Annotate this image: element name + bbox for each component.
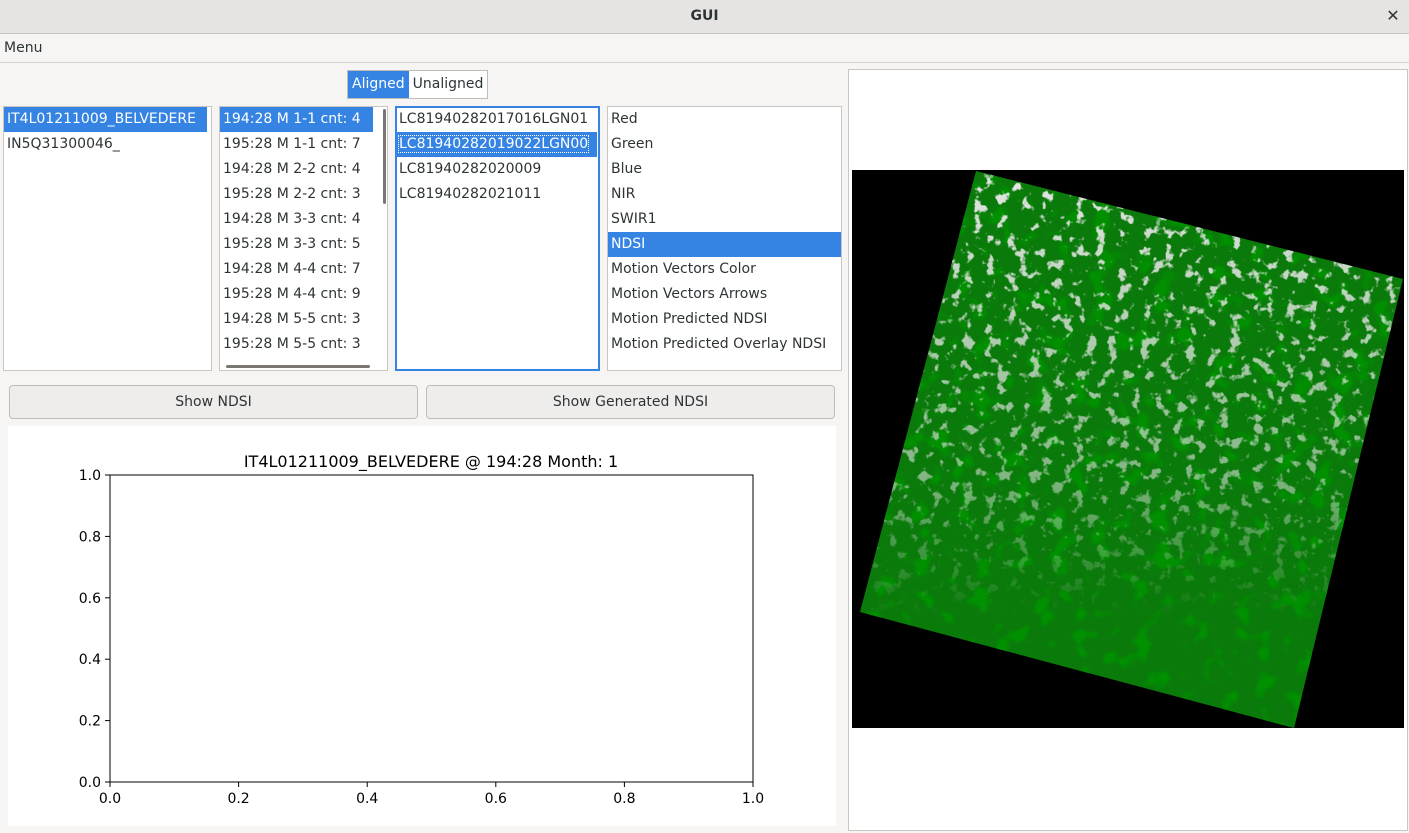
band-item[interactable]: Motion Predicted NDSI — [608, 307, 841, 332]
group-item[interactable]: 194:28 M 5-5 cnt: 3 — [220, 307, 373, 332]
x-tick-label: 0.2 — [227, 791, 249, 807]
x-tick-label: 0.8 — [613, 791, 635, 807]
group-item[interactable]: 195:28 M 4-4 cnt: 9 — [220, 282, 373, 307]
group-item-label: 194:28 M 1-1 cnt: 4 — [223, 111, 361, 127]
band-item[interactable]: NIR — [608, 182, 841, 207]
scene-item-label: LC81940282021011 — [399, 186, 542, 202]
site-list[interactable]: IT4L01211009_BELVEDERE IN5Q31300046_ — [3, 106, 212, 371]
image-panel — [848, 69, 1408, 831]
group-item[interactable]: 195:28 M 1-1 cnt: 7 — [220, 132, 373, 157]
band-item[interactable]: SWIR1 — [608, 207, 841, 232]
close-icon[interactable]: ✕ — [1386, 6, 1400, 25]
band-item-label: Blue — [611, 161, 642, 177]
y-tick-label: 0.6 — [79, 591, 101, 607]
band-item[interactable]: NDSI — [608, 232, 841, 257]
scene-item[interactable]: LC81940282021011 — [396, 182, 597, 207]
ndsi-scene — [860, 171, 1403, 728]
x-tick-label: 0.0 — [99, 791, 121, 807]
group-item[interactable]: 194:28 M 4-4 cnt: 7 — [220, 257, 373, 282]
menubar: Menu — [0, 34, 1409, 63]
group-item-label: 194:28 M 5-5 cnt: 3 — [223, 311, 361, 327]
x-tick-label: 1.0 — [742, 791, 764, 807]
aligned-tab[interactable]: Aligned — [348, 71, 409, 98]
group-item[interactable]: 195:28 M 2-2 cnt: 3 — [220, 182, 373, 207]
group-item-label: 194:28 M 4-4 cnt: 7 — [223, 261, 361, 277]
band-item[interactable]: Motion Vectors Arrows — [608, 282, 841, 307]
band-item-label: Motion Predicted Overlay NDSI — [611, 336, 827, 352]
y-tick-label: 0.8 — [79, 529, 101, 545]
group-item[interactable]: 194:28 M 3-3 cnt: 4 — [220, 207, 373, 232]
group-item[interactable]: 195:28 M 5-5 cnt: 3 — [220, 332, 373, 357]
group-item-label: 195:28 M 1-1 cnt: 7 — [223, 136, 361, 152]
scene-item[interactable]: LC81940282019022LGN00 — [396, 132, 597, 157]
scene-item-label: LC81940282020009 — [399, 161, 542, 177]
band-item[interactable]: Green — [608, 132, 841, 157]
band-item-label: Green — [611, 136, 654, 152]
group-item[interactable]: 194:28 M 2-2 cnt: 4 — [220, 157, 373, 182]
y-tick-label: 0.4 — [79, 652, 101, 668]
band-item-label: Motion Vectors Color — [611, 261, 756, 277]
ndsi-chart: IT4L01211009_BELVEDERE @ 194:28 Month: 1… — [79, 452, 764, 807]
site-item-label: IN5Q31300046_ — [7, 136, 120, 152]
y-tick-label: 0.0 — [79, 775, 101, 791]
band-item[interactable]: Motion Vectors Color — [608, 257, 841, 282]
group-item-label: 195:28 M 5-5 cnt: 3 — [223, 336, 361, 352]
site-item[interactable]: IT4L01211009_BELVEDERE — [4, 107, 207, 132]
group-list[interactable]: 194:28 M 1-1 cnt: 4 195:28 M 1-1 cnt: 7 19… — [219, 106, 388, 371]
x-tick-label: 0.4 — [356, 791, 378, 807]
plot-axes-frame — [109, 474, 754, 783]
group-item[interactable]: 194:28 M 1-1 cnt: 4 — [220, 107, 373, 132]
unaligned-tab[interactable]: Unaligned — [412, 76, 484, 92]
band-item-label: SWIR1 — [611, 211, 657, 227]
band-item-label: Motion Predicted NDSI — [611, 311, 768, 327]
menu-button[interactable]: Menu — [4, 40, 43, 56]
group-item-label: 195:28 M 2-2 cnt: 3 — [223, 186, 361, 202]
alignment-toggle: Aligned Unaligned — [347, 70, 489, 99]
y-tick-label: 1.0 — [79, 468, 101, 484]
group-list-vertical-scrollbar[interactable] — [383, 109, 386, 204]
band-item[interactable]: Blue — [608, 157, 841, 182]
scene-item-label: LC81940282019022LGN00 — [397, 135, 590, 153]
site-item-label: IT4L01211009_BELVEDERE — [7, 111, 196, 127]
band-item-label: NIR — [611, 186, 636, 202]
band-item-label: Motion Vectors Arrows — [611, 286, 768, 302]
group-item-label: 195:28 M 4-4 cnt: 9 — [223, 286, 361, 302]
window-titlebar: GUI ✕ — [0, 0, 1409, 34]
band-item[interactable]: Red — [608, 107, 841, 132]
plot-panel: IT4L01211009_BELVEDERE @ 194:28 Month: 1… — [8, 426, 836, 826]
scene-item-label: LC81940282017016LGN01 — [399, 111, 589, 127]
group-item-label: 194:28 M 2-2 cnt: 4 — [223, 161, 361, 177]
scene-list[interactable]: LC81940282017016LGN01 LC81940282019022LGN… — [395, 106, 600, 371]
chart-title: IT4L01211009_BELVEDERE @ 194:28 Month: 1 — [244, 452, 618, 472]
show-generated-ndsi-button[interactable]: Show Generated NDSI — [426, 385, 835, 419]
satellite-image — [852, 170, 1404, 728]
site-item[interactable]: IN5Q31300046_ — [4, 132, 207, 157]
y-tick-label: 0.2 — [79, 714, 101, 730]
band-list[interactable]: Red Green Blue NIR SWIR1 NDSI Motion Vectors C… — [607, 106, 842, 371]
group-item-label: 194:28 M 3-3 cnt: 4 — [223, 211, 361, 227]
group-item-label: 195:28 M 3-3 cnt: 5 — [223, 236, 361, 252]
scene-item[interactable]: LC81940282017016LGN01 — [396, 107, 597, 132]
x-tick-label: 0.6 — [485, 791, 507, 807]
band-item-label: NDSI — [611, 236, 646, 252]
show-ndsi-button[interactable]: Show NDSI — [9, 385, 418, 419]
window-title: GUI — [690, 8, 719, 24]
band-item-label: Red — [611, 111, 638, 127]
group-list-horizontal-scrollbar[interactable] — [226, 365, 370, 368]
band-item[interactable]: Motion Predicted Overlay NDSI — [608, 332, 841, 357]
scene-item[interactable]: LC81940282020009 — [396, 157, 597, 182]
group-item[interactable]: 195:28 M 3-3 cnt: 5 — [220, 232, 373, 257]
